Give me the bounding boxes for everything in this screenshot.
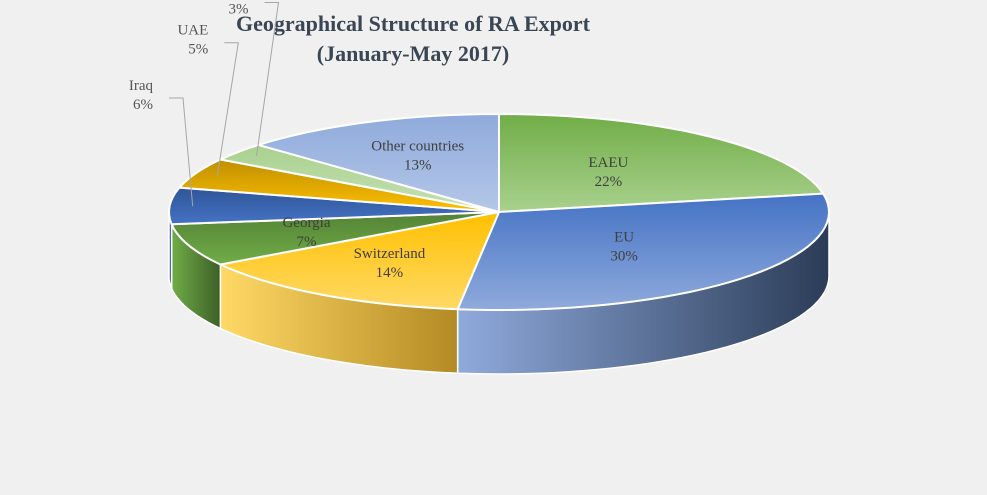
slice-value-switzerland: 14% xyxy=(376,265,404,281)
pie-slice-georgia[interactable] xyxy=(170,211,500,266)
pie-slices xyxy=(168,113,830,311)
leader-lines xyxy=(169,2,280,207)
slice-value-georgia: 7% xyxy=(297,234,317,250)
pie-sides xyxy=(168,211,830,375)
slice-label-other-countries: Other countries xyxy=(371,139,464,155)
slice-value-iran: 3% xyxy=(229,2,249,18)
leader-line-uae xyxy=(216,42,239,176)
pie-slice-iraq[interactable] xyxy=(168,186,500,226)
slice-value-uae: 5% xyxy=(188,42,208,58)
pie-slice-switzerland[interactable] xyxy=(219,211,500,311)
slice-label-eu: EU xyxy=(614,229,634,245)
slice-label-georgia: Georgia xyxy=(282,215,330,231)
slice-label-switzerland: Switzerland xyxy=(354,246,426,262)
leader-line-iraq xyxy=(169,97,194,207)
chart-title: Geographical Structure of RA Export xyxy=(236,11,591,36)
pie-slice-other-countries[interactable] xyxy=(257,113,500,213)
pie-slice-uae[interactable] xyxy=(178,158,500,213)
slice-label-uae: UAE xyxy=(177,23,208,39)
slice-value-iraq: 6% xyxy=(133,97,153,113)
chart-subtitle: (January-May 2017) xyxy=(317,41,509,66)
pie-slice-eaeu[interactable] xyxy=(498,113,825,213)
slice-value-eu: 30% xyxy=(610,248,638,264)
slice-label-eaeu: EAEU xyxy=(588,155,628,171)
slice-label-iraq: Iraq xyxy=(129,78,154,94)
slice-value-eaeu: 22% xyxy=(595,174,623,190)
pie-slice-eu[interactable] xyxy=(456,192,830,311)
leader-line-iran xyxy=(256,2,280,157)
slice-value-other-countries: 13% xyxy=(404,158,432,174)
slice-labels: EAEU 22% EU 30% Switzerland 14% Georgia 7% Iraq 6… xyxy=(129,2,638,281)
